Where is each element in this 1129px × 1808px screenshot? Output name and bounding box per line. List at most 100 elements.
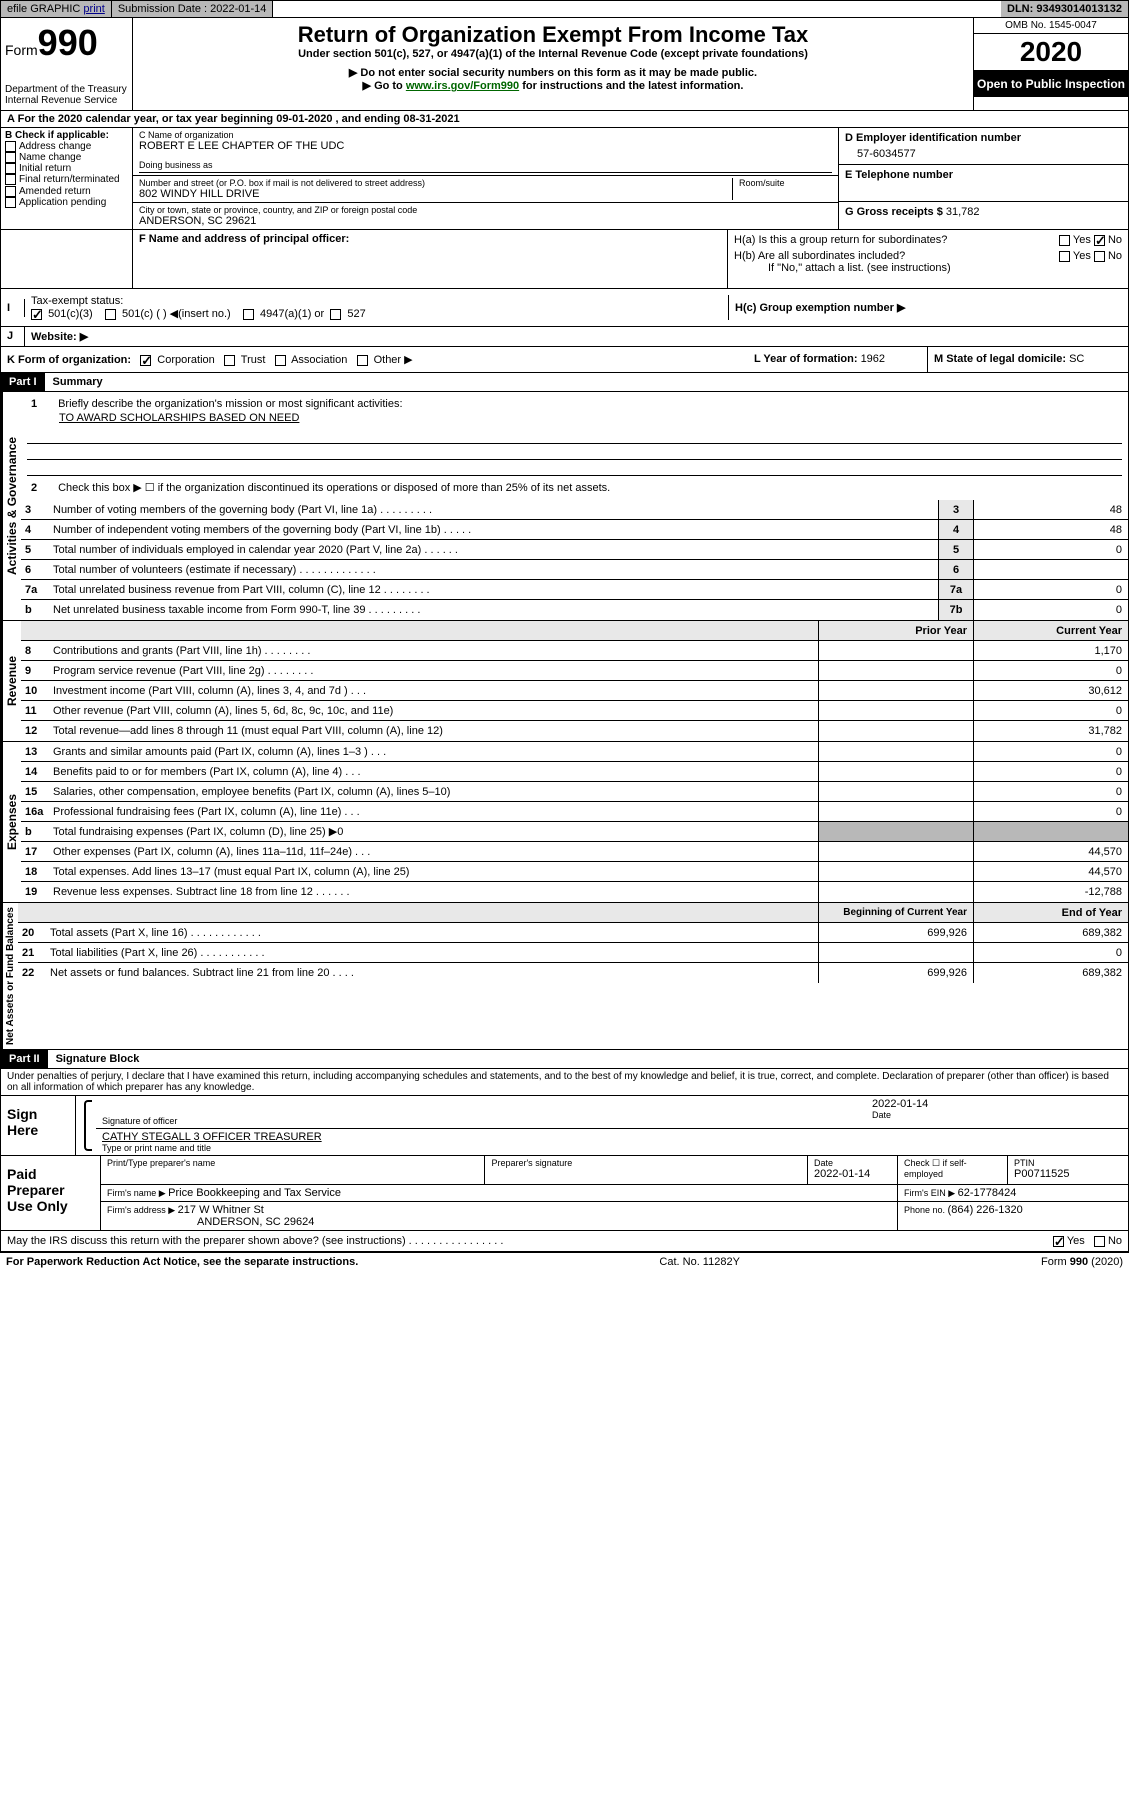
col-b-checkboxes: B Check if applicable: Address change Na… [1, 128, 133, 229]
cb-4947[interactable] [243, 309, 254, 320]
phone-label: E Telephone number [845, 169, 1122, 181]
vlabel-net-assets: Net Assets or Fund Balances [1, 903, 18, 1049]
dba-label: Doing business as [139, 160, 832, 170]
irs-link[interactable]: www.irs.gov/Form990 [406, 80, 519, 92]
line-b: b Total fundraising expenses (Part IX, c… [21, 822, 1128, 842]
sig-date: 2022-01-14 [872, 1098, 1122, 1110]
top-bar: efile GRAPHIC print Submission Date : 20… [0, 0, 1129, 18]
paid-preparer-section: Paid Preparer Use Only Print/Type prepar… [0, 1156, 1129, 1231]
checkbox-app-pending[interactable] [5, 197, 16, 208]
org-name: ROBERT E LEE CHAPTER OF THE UDC [139, 140, 832, 152]
vlabel-expenses: Expenses [1, 742, 21, 902]
line-19: 19 Revenue less expenses. Subtract line … [21, 882, 1128, 902]
line-22: 22 Net assets or fund balances. Subtract… [18, 963, 1128, 983]
year-formation: L Year of formation: 1962 [748, 347, 928, 372]
prep-date: 2022-01-14 [814, 1168, 891, 1180]
paperwork-notice: For Paperwork Reduction Act Notice, see … [6, 1256, 358, 1268]
gov-line-5: 5 Total number of individuals employed i… [21, 540, 1128, 560]
footer: For Paperwork Reduction Act Notice, see … [0, 1252, 1129, 1271]
street-address: 802 WINDY HILL DRIVE [139, 188, 732, 200]
part1-badge: Part I [1, 373, 45, 391]
q1-mission: Briefly describe the organization's miss… [58, 398, 402, 410]
prep-sig-label: Preparer's signature [491, 1158, 801, 1168]
line-8: 8 Contributions and grants (Part VIII, l… [21, 641, 1128, 661]
part2-header-row: Part II Signature Block [0, 1050, 1129, 1069]
state-domicile: M State of legal domicile: SC [928, 347, 1128, 372]
line-12: 12 Total revenue—add lines 8 through 11 … [21, 721, 1128, 741]
col-prior-year: Prior Year [818, 621, 973, 640]
cb-assoc[interactable] [275, 355, 286, 366]
omb-number: OMB No. 1545-0047 [974, 18, 1128, 34]
officer-label: F Name and address of principal officer: [139, 233, 721, 245]
revenue-section: Revenue Prior Year Current Year 8 Contri… [0, 621, 1129, 742]
firm-address: 217 W Whitner St [178, 1204, 264, 1216]
checkbox-name-change[interactable] [5, 152, 16, 163]
firm-phone: (864) 226-1320 [948, 1204, 1023, 1216]
checkbox-address-change[interactable] [5, 141, 16, 152]
gov-line-6: 6 Total number of volunteers (estimate i… [21, 560, 1128, 580]
paid-preparer-label: Paid Preparer Use Only [1, 1156, 101, 1230]
part2-title: Signature Block [48, 1050, 148, 1068]
row-i-tax-status: I Tax-exempt status: 501(c)(3) 501(c) ( … [0, 289, 1129, 327]
ha-yes[interactable] [1059, 235, 1070, 246]
line-18: 18 Total expenses. Add lines 13–17 (must… [21, 862, 1128, 882]
line-10: 10 Investment income (Part VIII, column … [21, 681, 1128, 701]
date-label: Date [872, 1110, 1122, 1120]
tax-year: 2020 [974, 34, 1128, 71]
signature-section: Sign Here Signature of officer 2022-01-1… [0, 1096, 1129, 1156]
hb-yes[interactable] [1059, 251, 1070, 262]
ha-label: H(a) Is this a group return for subordin… [734, 234, 947, 246]
cb-corp[interactable] [140, 355, 151, 366]
vlabel-revenue: Revenue [1, 621, 21, 741]
expenses-section: Expenses 13 Grants and similar amounts p… [0, 742, 1129, 903]
col-c-org-info: C Name of organization ROBERT E LEE CHAP… [133, 128, 838, 229]
ha-no[interactable] [1094, 235, 1105, 246]
cb-501c3[interactable] [31, 309, 42, 320]
checkbox-initial-return[interactable] [5, 163, 16, 174]
gross-label: G Gross receipts $ [845, 206, 946, 218]
form-title: Return of Organization Exempt From Incom… [137, 22, 969, 48]
discuss-yes[interactable] [1053, 1236, 1064, 1247]
prep-date-label: Date [814, 1158, 891, 1168]
checkbox-final-return[interactable] [5, 174, 16, 185]
open-inspection: Open to Public Inspection [974, 71, 1128, 97]
sig-officer-label: Signature of officer [102, 1116, 872, 1126]
sign-here-label: Sign Here [1, 1096, 76, 1155]
gov-line-4: 4 Number of independent voting members o… [21, 520, 1128, 540]
hb-no[interactable] [1094, 251, 1105, 262]
officer-name: CATHY STEGALL 3 OFFICER TREASURER [102, 1131, 1122, 1143]
submission-date: Submission Date : 2022-01-14 [112, 1, 274, 17]
cb-other[interactable] [357, 355, 368, 366]
line-21: 21 Total liabilities (Part X, line 26) .… [18, 943, 1128, 963]
line-11: 11 Other revenue (Part VIII, column (A),… [21, 701, 1128, 721]
efile-label: efile GRAPHIC print [1, 1, 112, 17]
print-button[interactable]: print [83, 3, 104, 15]
cb-527[interactable] [330, 309, 341, 320]
row-j-website: J Website: ▶ [0, 327, 1129, 347]
gov-line-b: b Net unrelated business taxable income … [21, 600, 1128, 620]
firm-city: ANDERSON, SC 29624 [107, 1216, 891, 1228]
q2-discontinued: Check this box ▶ ☐ if the organization d… [58, 482, 610, 494]
cat-no: Cat. No. 11282Y [659, 1256, 740, 1268]
hb-label: H(b) Are all subordinates included? [734, 250, 905, 262]
ptin-label: PTIN [1014, 1158, 1122, 1168]
dept-treasury: Department of the Treasury Internal Reve… [5, 84, 128, 106]
instr-ssn: ▶ Do not enter social security numbers o… [137, 66, 969, 79]
cb-501c[interactable] [105, 309, 116, 320]
gross-receipts: 31,782 [946, 206, 980, 218]
org-name-label: C Name of organization [139, 130, 832, 140]
line-16a: 16a Professional fundraising fees (Part … [21, 802, 1128, 822]
room-label: Room/suite [739, 178, 832, 188]
ein-label: D Employer identification number [845, 132, 1122, 144]
line-17: 17 Other expenses (Part IX, column (A), … [21, 842, 1128, 862]
hb-note: If "No," attach a list. (see instruction… [728, 262, 1128, 278]
form-header: Form990 Department of the Treasury Inter… [0, 18, 1129, 111]
penalties-statement: Under penalties of perjury, I declare th… [0, 1069, 1129, 1096]
checkbox-amended[interactable] [5, 186, 16, 197]
row-a-tax-year: A For the 2020 calendar year, or tax yea… [0, 111, 1129, 128]
form-number: 990 [38, 22, 98, 63]
discuss-no[interactable] [1094, 1236, 1105, 1247]
row-k-form-org: K Form of organization: Corporation Trus… [0, 347, 1129, 373]
cb-trust[interactable] [224, 355, 235, 366]
gov-line-3: 3 Number of voting members of the govern… [21, 500, 1128, 520]
